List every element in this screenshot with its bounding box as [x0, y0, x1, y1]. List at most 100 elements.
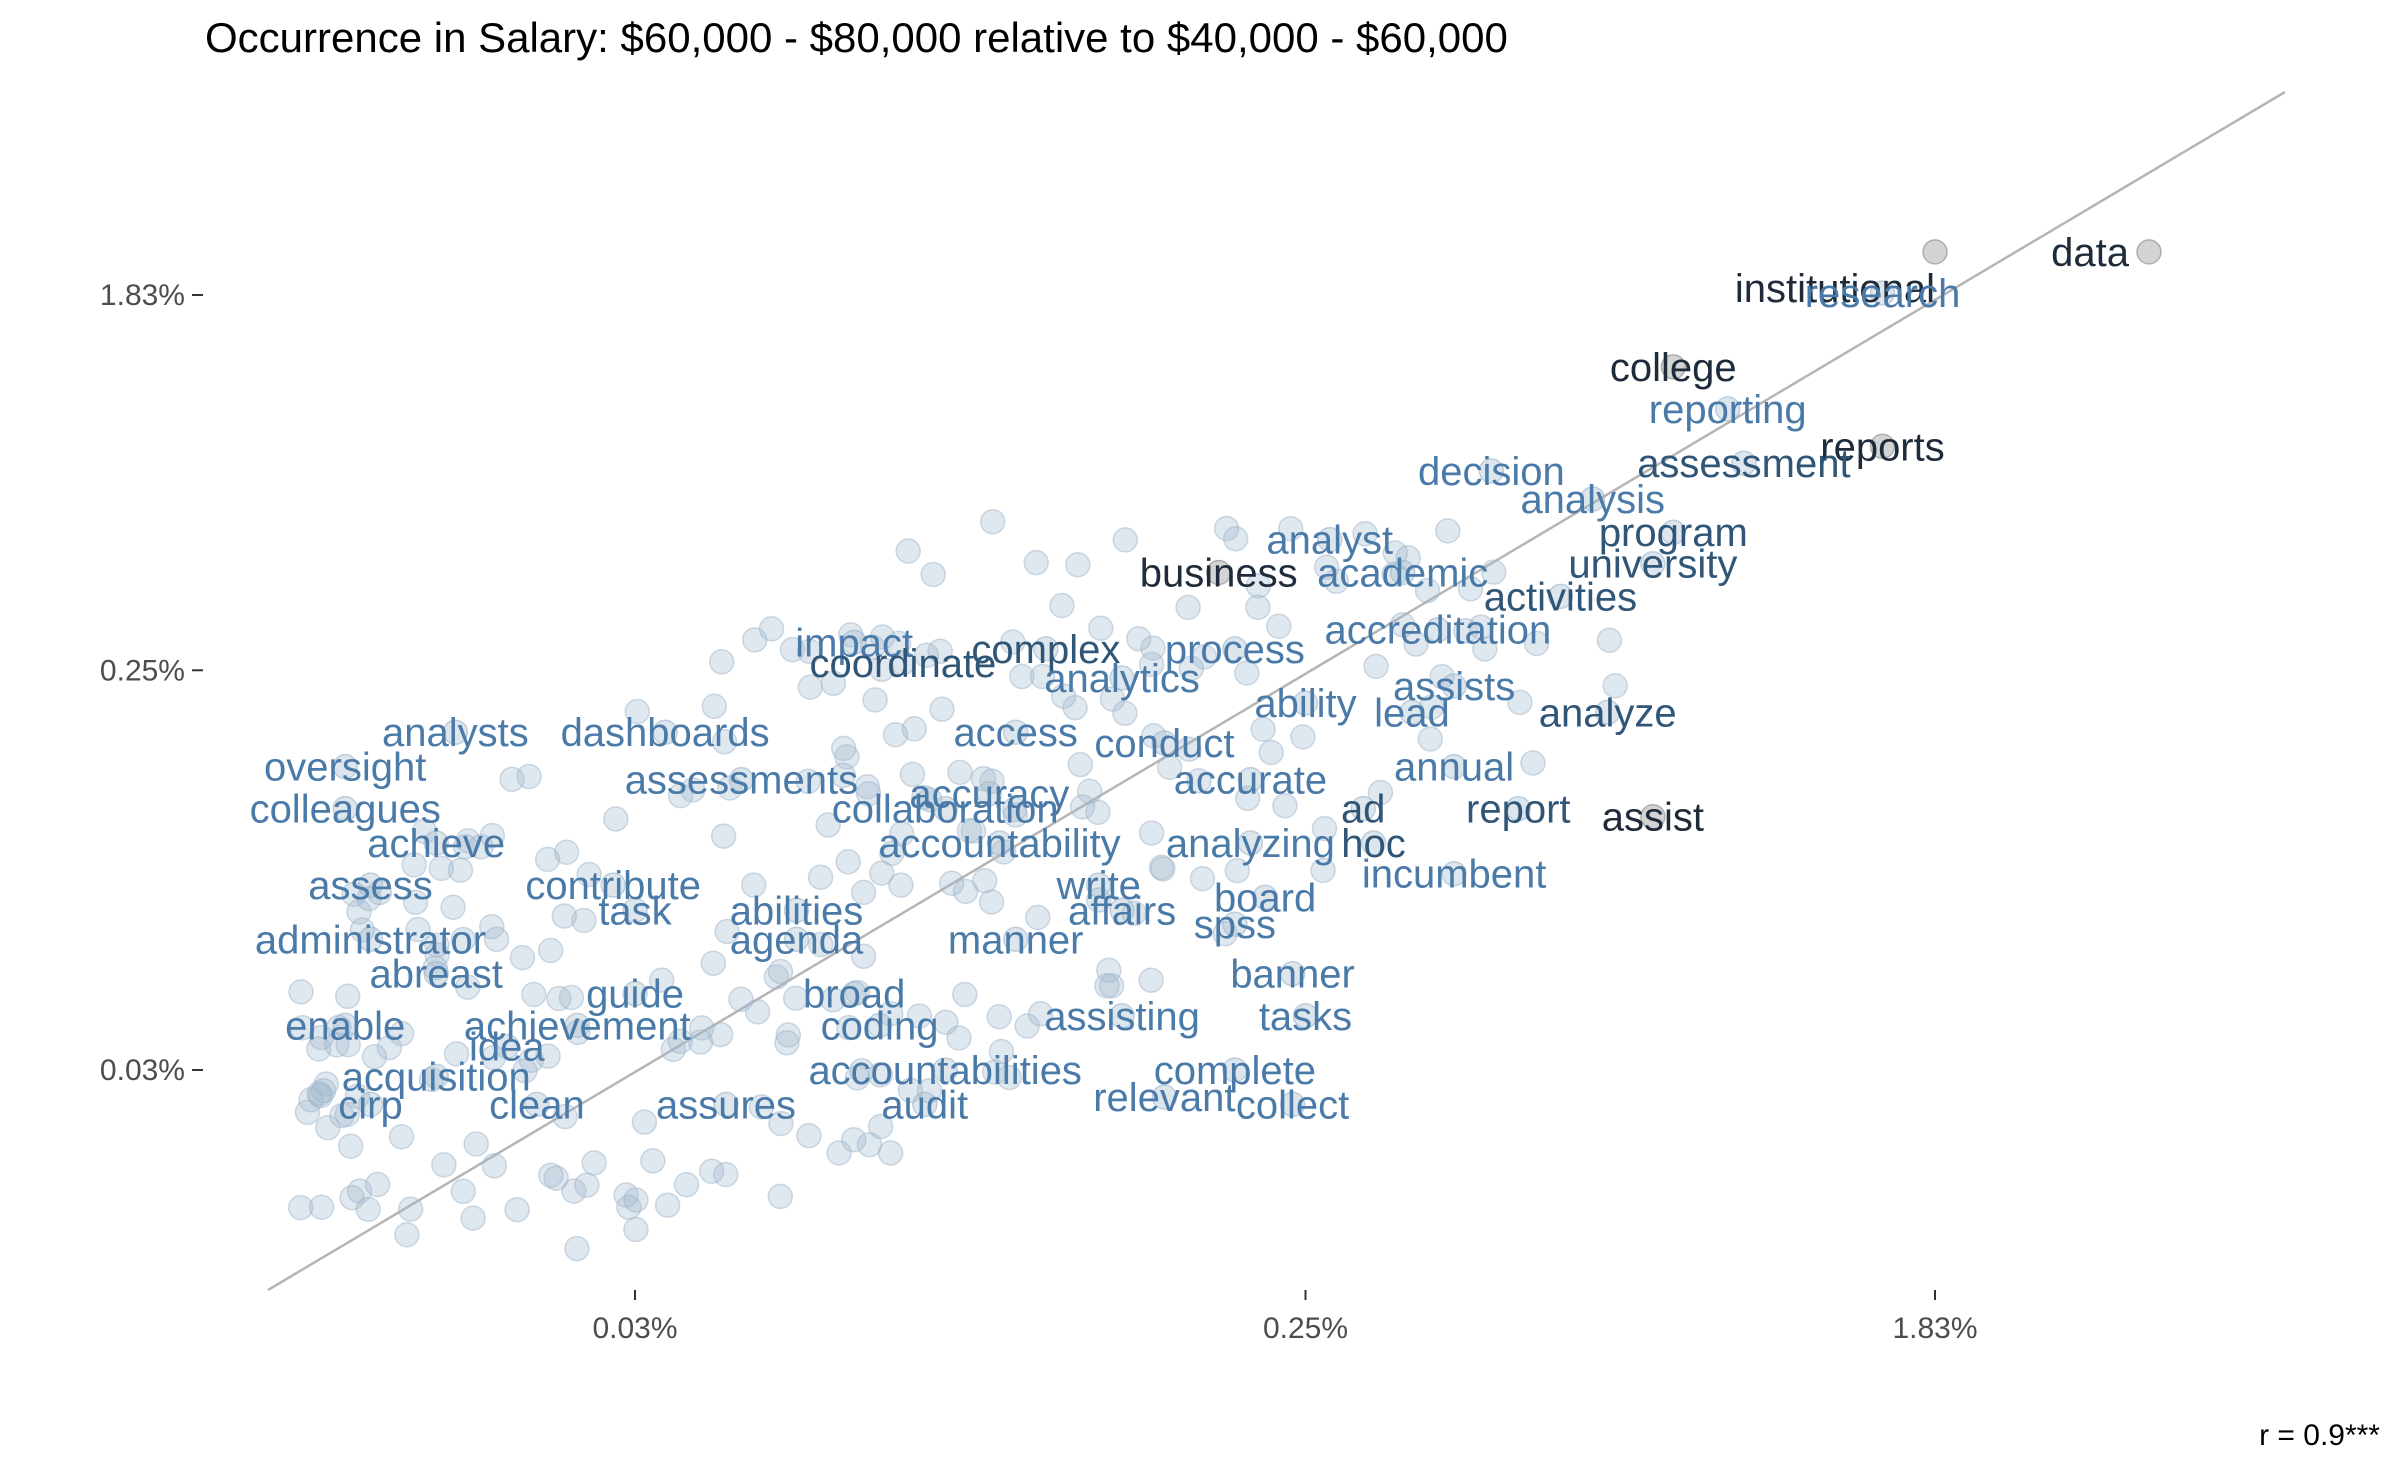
background-point	[1480, 559, 1507, 585]
background-point	[978, 889, 1005, 915]
word-point-tasks	[1292, 1003, 1319, 1029]
word-point-affairs	[1109, 897, 1135, 924]
background-point	[654, 1192, 681, 1218]
word-label-accurate: accurate	[1174, 759, 1327, 803]
word-label-acquisition: acquisition	[342, 1055, 531, 1099]
word-label-dashboards: dashboards	[561, 711, 770, 755]
word-label-analyzing: analyzing	[1166, 822, 1335, 866]
word-label-accuracy: accuracy	[909, 773, 1069, 817]
background-point	[1099, 686, 1126, 712]
word-label-banner: banner	[1230, 953, 1355, 997]
word-point-achieve	[423, 830, 449, 856]
background-point	[450, 926, 476, 953]
background-point	[1067, 751, 1094, 778]
background-point	[561, 1178, 587, 1204]
background-point	[885, 630, 912, 657]
background-point	[775, 1022, 802, 1048]
background-point	[744, 999, 771, 1025]
word-label-program: program	[1599, 511, 1748, 555]
y-tick-label: 0.03%	[100, 1054, 185, 1087]
background-point	[479, 913, 505, 940]
word-point-assures	[713, 1091, 739, 1118]
background-point	[581, 1150, 607, 1176]
word-label-data: data	[2051, 231, 2130, 275]
word-point-analyzing	[1237, 830, 1264, 856]
background-point	[888, 872, 914, 898]
word-label-institutional: institutional	[1735, 267, 1935, 311]
background-point	[361, 1043, 388, 1070]
word-point-collaboration	[932, 795, 958, 822]
background-point	[1418, 694, 1445, 720]
background-point	[1258, 739, 1284, 766]
background-point	[294, 1099, 321, 1126]
background-point	[687, 1029, 714, 1055]
background-point	[1189, 865, 1216, 892]
word-label-write: write	[1055, 864, 1140, 908]
background-point	[329, 1102, 355, 1129]
axes-group: 1.83% 0.25% 0.03% 0.03% 0.25% 1.83%	[100, 279, 1978, 1345]
background-point	[850, 943, 877, 970]
background-point	[623, 1216, 649, 1243]
word-label-achieve: achieve	[367, 822, 505, 866]
word-point-process	[1222, 636, 1248, 662]
background-point	[499, 766, 525, 793]
background-point	[428, 855, 455, 882]
background-point	[979, 508, 1006, 535]
word-point-task	[622, 897, 648, 924]
background-point	[1062, 694, 1088, 721]
background-point	[895, 538, 921, 564]
word-point-audit	[912, 1091, 938, 1118]
word-point-accountability	[986, 830, 1013, 856]
background-point	[1186, 767, 1212, 794]
background-point	[1245, 594, 1271, 621]
background-point	[521, 981, 547, 1008]
background-point	[1212, 920, 1238, 947]
background-point	[1414, 577, 1441, 604]
background-point	[504, 1196, 530, 1223]
background-point	[574, 1172, 600, 1198]
background-point	[534, 846, 561, 873]
word-label-ability: ability	[1254, 682, 1356, 726]
word-label-assisting: assisting	[1044, 995, 1200, 1039]
word-point-cirp	[357, 1091, 384, 1118]
word-point-reporting	[1714, 396, 1741, 422]
background-point	[344, 1083, 371, 1109]
background-point	[916, 1078, 943, 1104]
background-point	[970, 765, 997, 792]
word-label-analyst: analyst	[1266, 519, 1393, 563]
background-point	[701, 693, 728, 720]
background-point	[767, 1183, 794, 1210]
word-label-impact: impact	[795, 621, 913, 665]
background-point	[1096, 957, 1122, 984]
background-point	[868, 860, 895, 886]
background-point	[862, 687, 888, 713]
background-point	[1250, 716, 1276, 743]
background-point	[1468, 614, 1494, 640]
word-point-contribute	[600, 872, 626, 898]
background-point	[906, 1003, 933, 1029]
background-point	[463, 1131, 489, 1157]
word-point-assessments	[728, 766, 755, 793]
word-label-idea: idea	[469, 1025, 545, 1069]
background-point	[397, 1196, 424, 1222]
word-label-cirp: cirp	[338, 1083, 402, 1127]
background-point	[1389, 611, 1416, 638]
background-point	[543, 1165, 569, 1191]
word-label-lead: lead	[1374, 691, 1450, 735]
word-label-assures: assures	[656, 1083, 796, 1127]
background-point	[565, 1019, 591, 1046]
word-point-institutional	[1922, 239, 1948, 265]
word-label-complete: complete	[1154, 1049, 1316, 1093]
background-point	[901, 716, 928, 742]
background-point	[1313, 554, 1340, 580]
word-label-coding: coding	[821, 1004, 939, 1048]
background-point	[820, 987, 846, 1013]
word-label-accountability: accountability	[878, 822, 1120, 866]
word-point-abilities	[783, 897, 810, 924]
background-point	[1311, 815, 1338, 842]
background-point	[546, 985, 572, 1012]
word-point-analytics	[1109, 665, 1135, 691]
background-point	[289, 1014, 316, 1041]
background-point	[1023, 549, 1049, 576]
background-point	[660, 1036, 687, 1063]
